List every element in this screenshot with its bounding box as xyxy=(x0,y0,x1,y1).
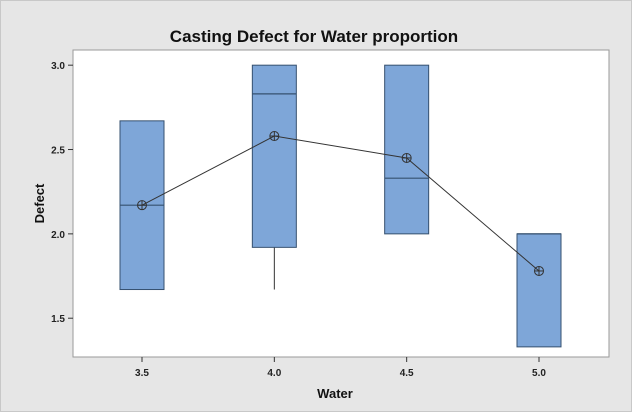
mean-symbol-3.5 xyxy=(137,200,147,211)
chart-title: Casting Defect for Water proportion xyxy=(170,27,458,46)
mean-symbol-5.0 xyxy=(534,265,544,276)
box-body xyxy=(384,64,430,235)
x-axis-label: Water xyxy=(317,386,353,401)
axes: 1.5 2.0 2.5 3.0 3.5 4.0 4.5 5.0 xyxy=(51,61,546,379)
mean-symbol-4.5 xyxy=(401,152,412,163)
x-tick-label: 3.5 xyxy=(135,368,149,379)
mean-connect-line xyxy=(141,135,540,272)
y-axis-label: Defect xyxy=(32,183,47,223)
box-4.5 xyxy=(384,64,430,235)
box-body xyxy=(516,233,562,348)
x-tick-label: 5.0 xyxy=(532,368,546,379)
y-tick-label: 1.5 xyxy=(51,314,65,325)
x-tick-label: 4.0 xyxy=(267,368,281,379)
mean-connect-layer xyxy=(137,131,544,276)
y-tick-label: 3.0 xyxy=(51,61,65,72)
y-tick-label: 2.5 xyxy=(51,146,65,157)
y-tick-label: 2.0 xyxy=(51,230,65,241)
mean-symbol-4.0 xyxy=(269,131,280,142)
box-4.0 xyxy=(251,64,297,290)
x-tick-label: 4.5 xyxy=(400,368,414,379)
box-body xyxy=(251,64,297,248)
box-5.0 xyxy=(516,233,562,348)
